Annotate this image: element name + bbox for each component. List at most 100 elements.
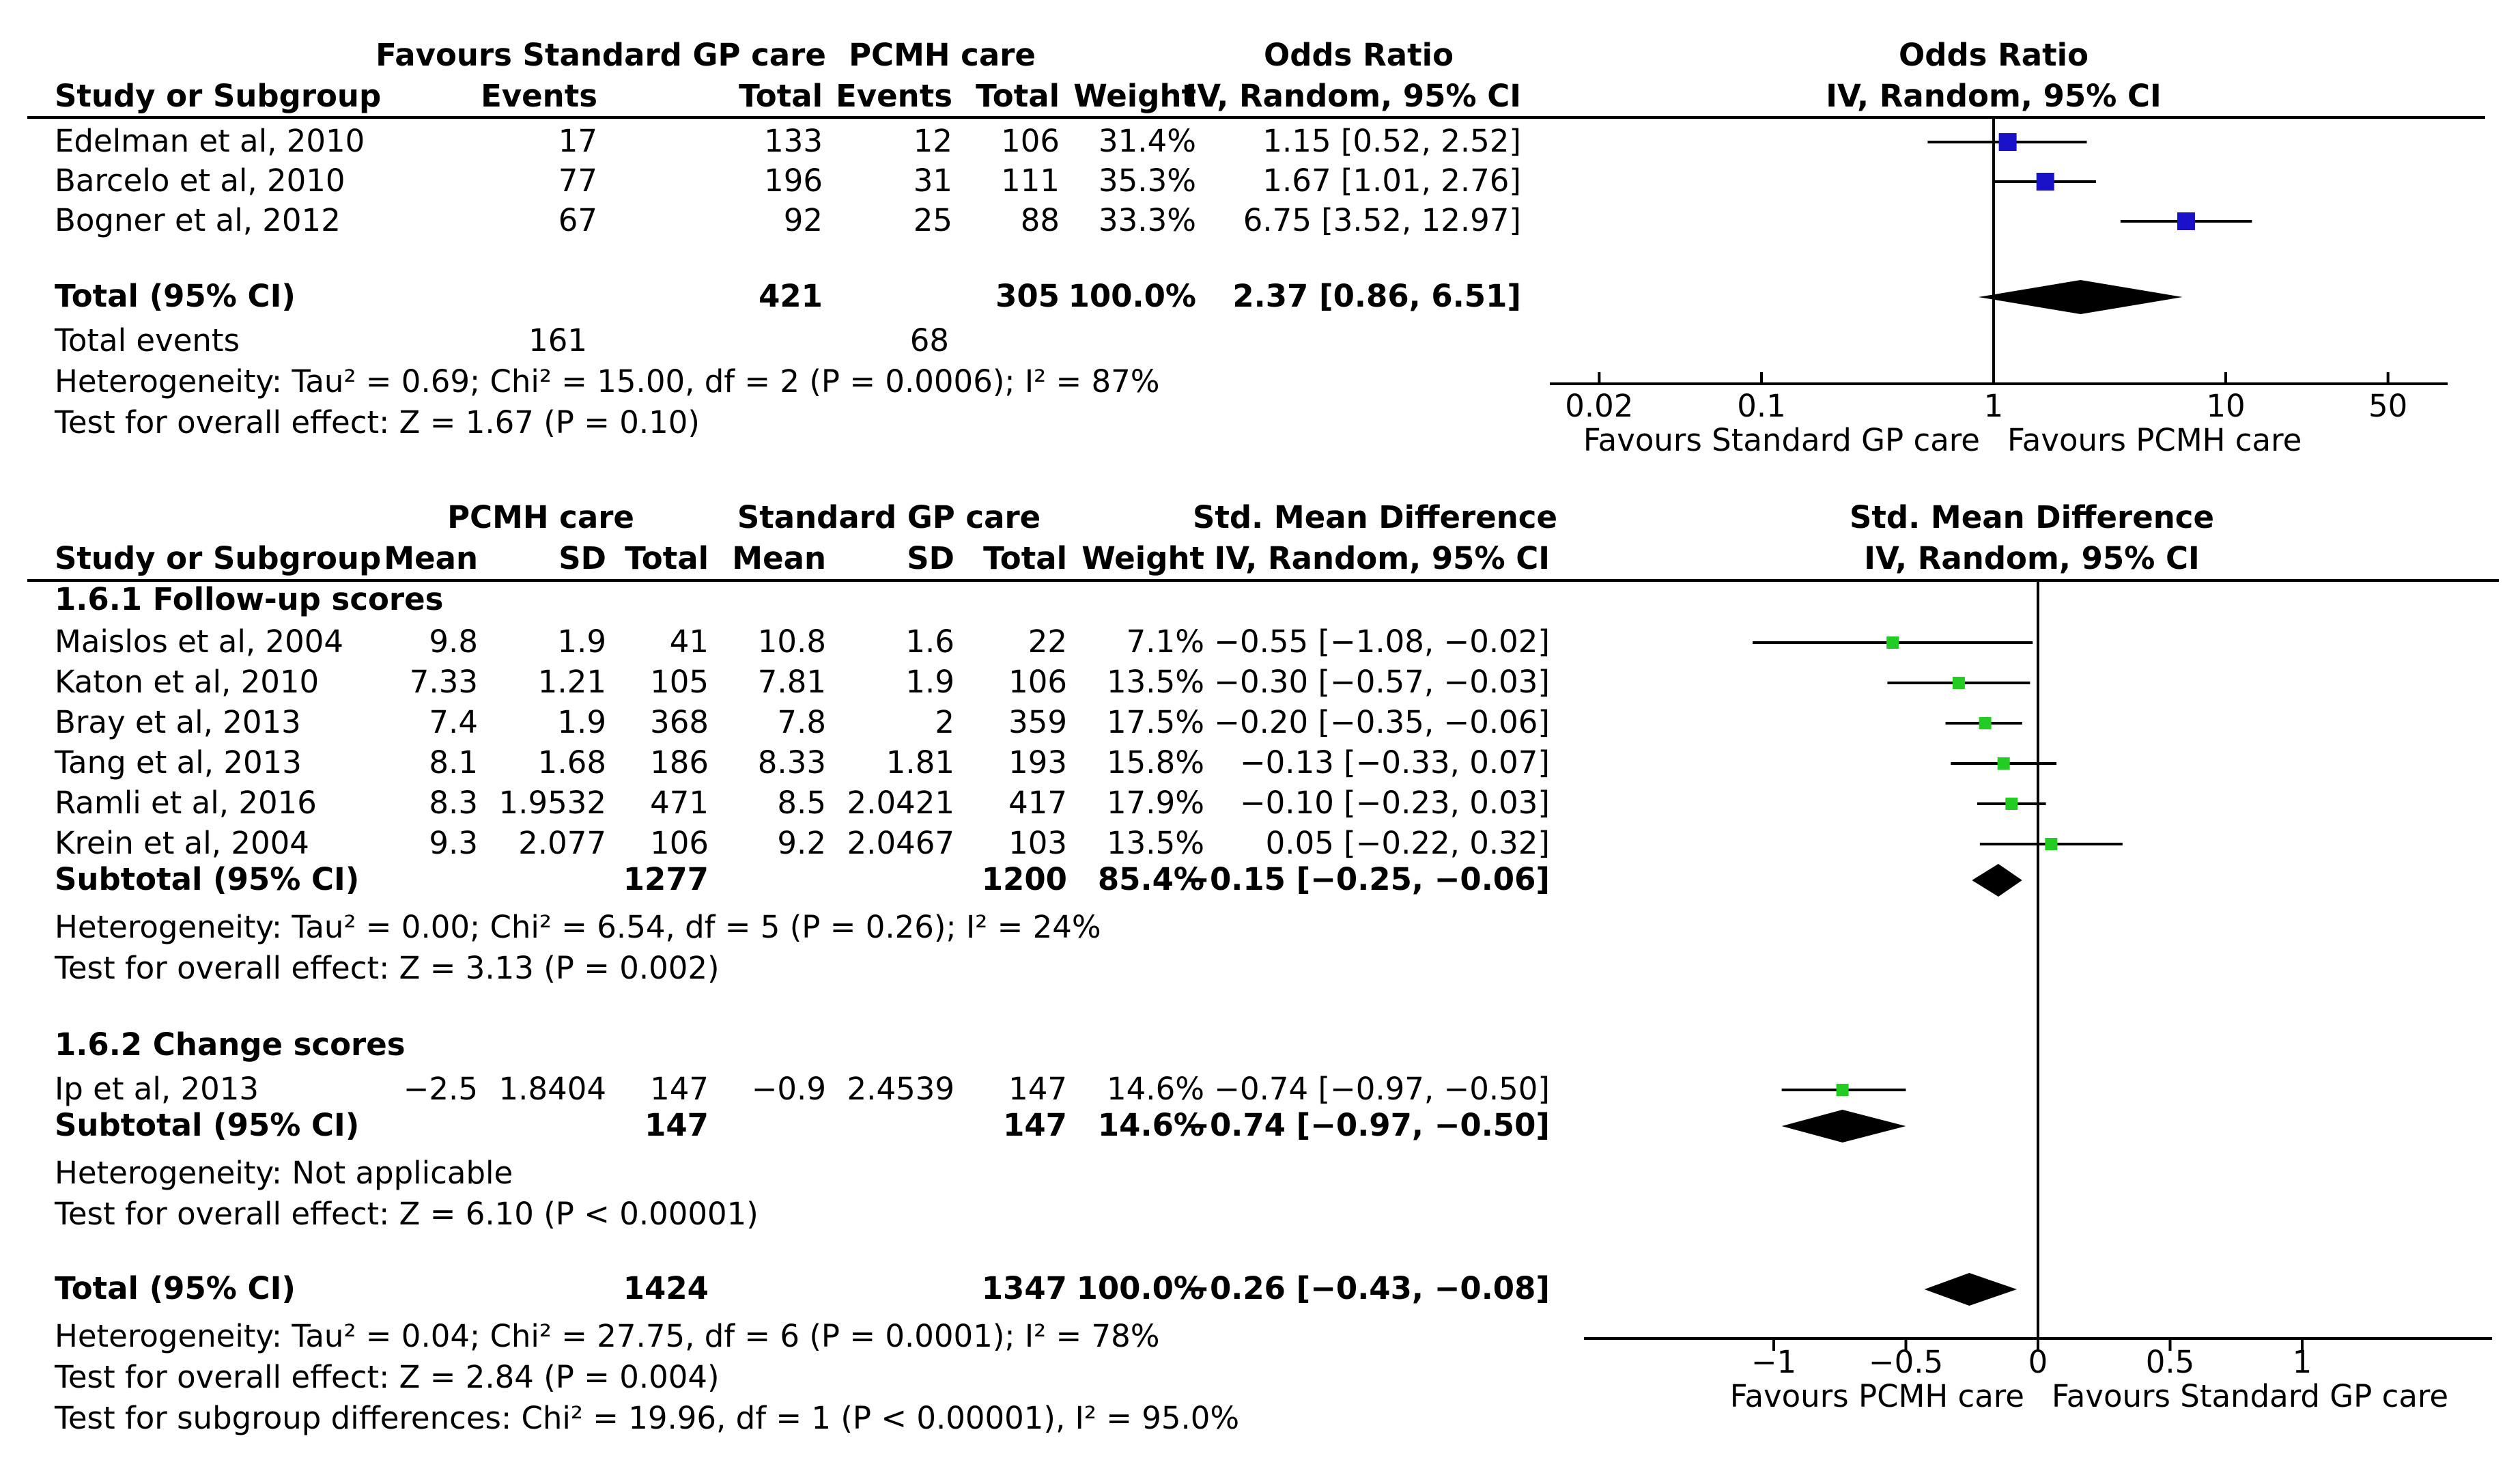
smd-axis-tick-label: −0.5 [1869, 1344, 1943, 1380]
smd-mean1: 9.8 [429, 623, 478, 660]
smd-sd1: 2.077 [518, 825, 606, 861]
or-events2: 31 [914, 163, 952, 199]
or-weight: 33.3% [1099, 202, 1196, 238]
smd-ci-text: 0.05 [−0.22, 0.32] [1266, 825, 1550, 861]
or-total-diamond [1978, 280, 2183, 314]
or-weight-header: Weight [1073, 78, 1196, 114]
smd-study-marker [2045, 838, 2058, 850]
smd-subgroup1-subtotal-ci-text: −0.15 [−0.25, −0.06] [1184, 861, 1550, 897]
smd-ci-text: −0.13 [−0.33, 0.07] [1240, 744, 1550, 781]
smd-sd2: 1.6 [905, 623, 954, 660]
or-total2: 106 [1001, 123, 1060, 159]
smd-study-name: Katon et al, 2010 [55, 664, 319, 700]
or-ci-text: 1.15 [0.52, 2.52] [1262, 123, 1521, 159]
smd-study-name: Bray et al, 2013 [55, 704, 301, 740]
smd-weight: 17.5% [1107, 704, 1204, 740]
or-axis-tick-label: 0.02 [1565, 388, 1633, 424]
smd-axis-tick-label: −1 [1751, 1344, 1796, 1380]
smd-axis-tick-label: 1 [2293, 1344, 2312, 1380]
smd-sd1-header: SD [558, 540, 606, 576]
or-total-ci-text: 2.37 [0.86, 6.51] [1232, 278, 1521, 314]
or-study-marker [1998, 133, 2017, 151]
smd-subgroup2-subtotal-label: Subtotal (95% CI) [55, 1107, 359, 1143]
or-total-g2: 305 [995, 278, 1060, 314]
smd-total2: 417 [1008, 785, 1067, 821]
smd-mean2: 8.5 [777, 785, 826, 821]
or-total1: 92 [784, 202, 823, 238]
smd-group2-header: Standard GP care [737, 499, 1040, 535]
smd-weight: 13.5% [1107, 825, 1204, 861]
smd-sd2: 2.0467 [847, 825, 954, 861]
smd-weight: 17.9% [1107, 785, 1204, 821]
smd-method-header: IV, Random, 95% CI [1214, 540, 1550, 576]
smd-mean1: −2.5 [404, 1071, 478, 1107]
smd-subgroup1-subtotal-weight: 85.4% [1098, 861, 1204, 897]
smd-total-label: Total (95% CI) [55, 1270, 296, 1306]
smd-sd2: 2 [935, 704, 954, 740]
or-total-label: Total (95% CI) [55, 278, 296, 314]
smd-subgroup1-subtotal-n2: 1200 [982, 861, 1067, 897]
smd-weight: 15.8% [1107, 744, 1204, 781]
smd-total1: 106 [650, 825, 709, 861]
smd-mean1: 7.33 [410, 664, 478, 700]
or-events2-header: Events [836, 78, 952, 114]
or-total-events-g1: 161 [528, 322, 587, 359]
smd-total-weight: 100.0% [1077, 1270, 1204, 1306]
smd-subgroup2-subtotal-n2: 147 [1003, 1107, 1067, 1143]
smd-total2: 193 [1008, 744, 1067, 781]
smd-subgroup2-subtotal-weight: 14.6% [1098, 1107, 1204, 1143]
smd-mean2: 7.81 [758, 664, 826, 700]
smd-mean2: 10.8 [758, 623, 826, 660]
smd-subgroup1-subtotal-n1: 1277 [623, 861, 709, 897]
smd-total1: 186 [650, 744, 709, 781]
smd-axis-tick-label: 0.5 [2146, 1344, 2195, 1380]
or-events1-header: Events [481, 78, 597, 114]
or-total2-header: Total [976, 78, 1060, 114]
or-effect-title: Odds Ratio [1264, 37, 1454, 73]
smd-ci-text: −0.55 [−1.08, −0.02] [1214, 623, 1550, 660]
smd-study-name: Ramli et al, 2016 [55, 785, 317, 821]
or-study-marker [2177, 212, 2195, 230]
smd-study-marker [1997, 757, 2010, 770]
smd-mean1-header: Mean [384, 540, 478, 576]
smd-mean1: 8.3 [429, 785, 478, 821]
smd-mean1: 8.1 [429, 744, 478, 781]
or-axis-tick-label: 50 [2368, 388, 2407, 424]
smd-study-name: Krein et al, 2004 [55, 825, 309, 861]
smd-total1: 368 [650, 704, 709, 740]
smd-sd1: 1.68 [538, 744, 606, 781]
smd-subgroup2-title: 1.6.2 Change scores [55, 1026, 406, 1063]
or-overall-effect: Test for overall effect: Z = 1.67 (P = 0… [54, 404, 700, 440]
or-study-marker [2036, 173, 2054, 191]
smd-weight: 13.5% [1107, 664, 1204, 700]
or-total-g1: 421 [759, 278, 823, 314]
or-weight: 31.4% [1099, 123, 1196, 159]
smd-mean2-header: Mean [732, 540, 826, 576]
or-total-weight: 100.0% [1068, 278, 1196, 314]
or-method-header: IV, Random, 95% CI [1185, 78, 1521, 114]
or-total1: 133 [764, 123, 823, 159]
or-events1: 67 [558, 202, 597, 238]
or-events2: 12 [914, 123, 952, 159]
smd-sd2: 1.81 [886, 744, 954, 781]
smd-effect-title: Std. Mean Difference [1193, 499, 1557, 535]
smd-sd1: 1.9532 [499, 785, 606, 821]
or-favours-right: Favours PCMH care [2007, 422, 2302, 458]
smd-sd1: 1.9 [557, 704, 606, 740]
smd-total-n2: 1347 [982, 1270, 1067, 1306]
or-events1: 17 [558, 123, 597, 159]
smd-subgroup2-subtotal-n1: 147 [645, 1107, 709, 1143]
smd-mean2: 7.8 [777, 704, 826, 740]
smd-subgroup1-heterogeneity: Heterogeneity: Tau² = 0.00; Chi² = 6.54,… [55, 909, 1101, 945]
smd-total2: 106 [1008, 664, 1067, 700]
or-plot-title: Odds Ratio [1899, 37, 2089, 73]
or-events1: 77 [558, 163, 597, 199]
smd-total-n1: 1424 [623, 1270, 709, 1306]
smd-favours-right: Favours Standard GP care [2052, 1378, 2448, 1414]
or-axis-tick-label: 1 [1984, 388, 2004, 424]
smd-mean1: 9.3 [429, 825, 478, 861]
smd-favours-left: Favours PCMH care [1730, 1378, 2024, 1414]
smd-subgroup2-heterogeneity: Heterogeneity: Not applicable [55, 1155, 513, 1191]
smd-weight: 7.1% [1127, 623, 1204, 660]
